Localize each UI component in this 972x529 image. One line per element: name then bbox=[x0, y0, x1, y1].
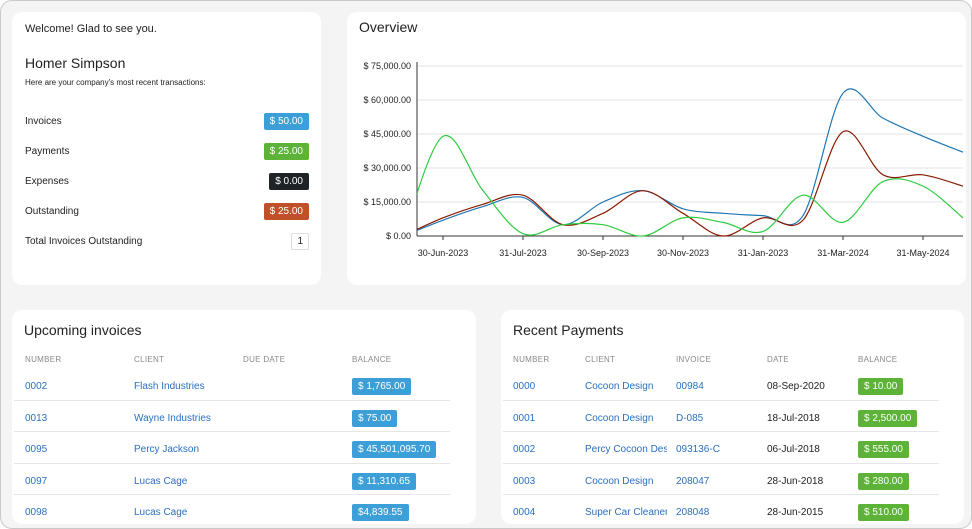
x-tick-label: 30-Nov-2023 bbox=[657, 248, 709, 258]
number-cell[interactable]: 0002 bbox=[513, 444, 536, 455]
row-separator bbox=[14, 399, 450, 401]
number-cell[interactable]: 0098 bbox=[25, 507, 48, 518]
total-value: 1 bbox=[291, 233, 309, 250]
client-cell[interactable]: Percy Cocoon Desi bbox=[585, 444, 667, 455]
row-separator bbox=[503, 399, 939, 401]
client-cell[interactable]: Cocoon Design bbox=[585, 412, 654, 424]
date-cell: 06-Jul-2018 bbox=[767, 444, 820, 455]
date-cell: 18-Jul-2018 bbox=[767, 412, 820, 424]
number-cell[interactable]: 0003 bbox=[513, 475, 536, 487]
item-label: Expenses bbox=[25, 176, 69, 187]
client-cell[interactable]: Percy Jackson bbox=[134, 444, 200, 455]
invoice-cell[interactable]: 00984 bbox=[676, 381, 704, 392]
x-tick-label: 31-Jul-2023 bbox=[499, 248, 547, 258]
item-label: Payments bbox=[25, 146, 70, 157]
series-line bbox=[417, 88, 963, 231]
balance-badge: $4,839.55 bbox=[352, 504, 409, 521]
x-tick-label: 30-Sep-2023 bbox=[577, 248, 629, 258]
date-cell: 28-Jun-2015 bbox=[767, 507, 824, 518]
number-cell[interactable]: 0001 bbox=[513, 412, 536, 424]
greeting: Welcome! Glad to see you. bbox=[25, 23, 157, 35]
y-tick-label: $ 15,000.00 bbox=[363, 197, 411, 207]
table-title: Upcoming invoices bbox=[24, 322, 142, 338]
balance-badge: $ 280.00 bbox=[858, 472, 909, 490]
x-tick-label: 31-Jan-2023 bbox=[738, 248, 789, 258]
date-cell: 28-Jun-2018 bbox=[767, 475, 824, 487]
number-cell[interactable]: 0095 bbox=[25, 444, 48, 455]
column-header: NUMBER bbox=[25, 355, 62, 364]
client-cell[interactable]: Lucas Cage bbox=[134, 507, 188, 518]
y-tick-label: $ 30,000.00 bbox=[363, 163, 411, 173]
column-header: BALANCE bbox=[858, 355, 898, 364]
item-label: Invoices bbox=[25, 116, 62, 127]
x-tick-label: 30-Jun-2023 bbox=[418, 248, 469, 258]
row-separator bbox=[14, 462, 450, 464]
number-cell[interactable]: 0002 bbox=[25, 381, 48, 392]
column-header: CLIENT bbox=[585, 355, 616, 364]
number-cell[interactable]: 0004 bbox=[513, 507, 536, 518]
client-cell[interactable]: Wayne Industries bbox=[134, 412, 211, 424]
row-separator bbox=[14, 431, 450, 432]
total-label: Total Invoices Outstanding bbox=[25, 236, 143, 247]
item-label: Outstanding bbox=[25, 206, 79, 217]
overview-card: $ 0.00 $ 15,000.00 $ 30,000.00 $ 45,000.00 $… bbox=[347, 12, 966, 285]
column-header: CLIENT bbox=[134, 355, 165, 364]
row-separator bbox=[503, 494, 939, 495]
number-cell[interactable]: 0097 bbox=[25, 475, 48, 487]
payments-card: Recent Payments NUMBER CLIENT INVOICE DATE BA… bbox=[501, 310, 964, 524]
y-tick-label: $ 60,000.00 bbox=[363, 95, 411, 105]
column-header: DUE DATE bbox=[243, 355, 286, 364]
user-name: Homer Simpson bbox=[25, 55, 126, 71]
client-cell[interactable]: Cocoon Design bbox=[585, 381, 654, 392]
welcome-card: Welcome! Glad to see you. Homer Simpson He… bbox=[12, 12, 321, 285]
item-value: $ 25.00 bbox=[263, 143, 309, 160]
x-tick-label: 31-Mar-2024 bbox=[817, 248, 869, 258]
invoice-cell[interactable]: D-085 bbox=[676, 412, 704, 424]
x-tick-label: 31-May-2024 bbox=[896, 248, 949, 258]
number-cell[interactable]: 0000 bbox=[513, 381, 536, 392]
invoice-cell[interactable]: 208047 bbox=[676, 475, 710, 487]
column-header: DATE bbox=[767, 355, 789, 364]
column-header: NUMBER bbox=[513, 355, 550, 364]
client-cell[interactable]: Super Car Cleaners bbox=[585, 507, 667, 518]
y-tick-label: $ 0.00 bbox=[386, 231, 411, 241]
column-header: BALANCE bbox=[352, 355, 392, 364]
item-value: $ 25.00 bbox=[263, 203, 309, 220]
balance-badge: $ 45,501,095.70 bbox=[352, 441, 437, 458]
chart: $ 0.00 $ 15,000.00 $ 30,000.00 $ 45,000.00 $… bbox=[363, 61, 963, 258]
upcoming-card: Upcoming invoices NUMBER CLIENT DUE DATE BAL… bbox=[12, 310, 476, 524]
row-separator bbox=[503, 462, 939, 464]
client-cell[interactable]: Flash Industries bbox=[134, 381, 205, 392]
balance-badge: $ 1,765.00 bbox=[352, 378, 412, 395]
row-separator bbox=[14, 494, 450, 495]
item-value: $ 0.00 bbox=[269, 173, 309, 190]
chart-title: Overview bbox=[359, 19, 418, 35]
invoice-cell[interactable]: 208048 bbox=[676, 507, 710, 518]
series-line bbox=[417, 134, 963, 237]
column-header: INVOICE bbox=[676, 355, 711, 364]
item-value: $ 50.00 bbox=[263, 113, 309, 130]
balance-badge: $ 510.00 bbox=[858, 504, 909, 521]
client-cell[interactable]: Cocoon Design bbox=[585, 475, 654, 487]
balance-badge: $ 11,310.65 bbox=[352, 472, 417, 490]
balance-badge: $ 75.00 bbox=[352, 409, 398, 427]
series-line bbox=[417, 130, 963, 237]
balance-badge: $ 10.00 bbox=[858, 378, 904, 395]
y-tick-label: $ 45,000.00 bbox=[363, 129, 411, 139]
row-separator bbox=[503, 431, 939, 432]
number-cell[interactable]: 0013 bbox=[25, 412, 48, 424]
y-tick-label: $ 75,000.00 bbox=[363, 61, 411, 71]
balance-badge: $ 555.00 bbox=[858, 441, 909, 458]
date-cell: 08-Sep-2020 bbox=[767, 381, 825, 392]
invoice-cell[interactable]: 093136-C bbox=[676, 444, 720, 455]
client-cell[interactable]: Lucas Cage bbox=[134, 475, 188, 487]
balance-badge: $ 2,500.00 bbox=[858, 409, 918, 427]
subtitle: Here are your company's most recent tran… bbox=[25, 78, 206, 87]
table-title: Recent Payments bbox=[513, 322, 624, 338]
